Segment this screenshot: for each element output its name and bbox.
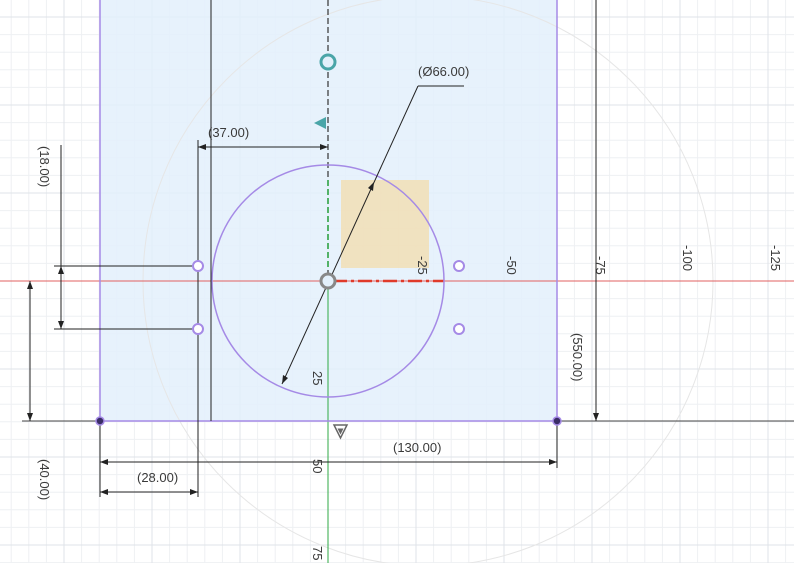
dim-arrow [368, 182, 374, 191]
dim-37-label[interactable]: (37.00) [208, 125, 249, 140]
sketch-point[interactable] [192, 323, 204, 335]
sketch-point[interactable] [192, 260, 204, 272]
origin-point-icon[interactable] [319, 272, 337, 290]
fix-constraint-triangle-icon[interactable] [332, 424, 349, 440]
corner-point-right[interactable] [552, 416, 562, 426]
dim-arrow [198, 144, 206, 150]
axis-tick-v: 75 [310, 546, 325, 560]
sketch-point[interactable] [453, 323, 465, 335]
symmetry-constraint-icon[interactable] [314, 117, 326, 129]
dim-arrow [27, 413, 33, 421]
midpoint-constraint-icon[interactable] [319, 53, 337, 71]
axis-tick-h: -50 [504, 256, 519, 275]
dim-28-label[interactable]: (28.00) [137, 470, 178, 485]
axis-tick-v: 25 [310, 371, 325, 385]
dim-arrow [100, 459, 108, 465]
dim-diameter-label[interactable]: (Ø66.00) [418, 64, 469, 79]
dim-arrow [593, 413, 599, 421]
dim-arrow [27, 281, 33, 289]
axis-tick-h: -75 [593, 256, 608, 275]
selected-face-square[interactable] [341, 180, 429, 268]
axis-tick-h: -25 [415, 256, 430, 275]
fix-constraint-triangle-inner [337, 428, 344, 435]
hole-circle[interactable] [211, 164, 445, 398]
dim-arrow [282, 375, 288, 384]
sketch-point[interactable] [453, 260, 465, 272]
dim-18-label[interactable]: (18.00) [37, 146, 52, 187]
dim-arrow [58, 321, 64, 329]
dim-arrow [58, 266, 64, 274]
dim-arrow [320, 144, 328, 150]
axis-tick-v: 50 [310, 459, 325, 473]
dim-130-label[interactable]: (130.00) [393, 440, 441, 455]
axis-tick-h: -125 [768, 245, 783, 271]
dim-40-label[interactable]: (40.00) [37, 459, 52, 500]
dim-550-label[interactable]: (550.00) [570, 333, 585, 381]
dim-arrow [549, 459, 557, 465]
axis-tick-h: -100 [680, 245, 695, 271]
dimension-lines [27, 0, 599, 497]
dim-diameter-leader [281, 85, 419, 385]
dim-arrow [190, 489, 198, 495]
dim-arrow [100, 489, 108, 495]
corner-point-left[interactable] [95, 416, 105, 426]
